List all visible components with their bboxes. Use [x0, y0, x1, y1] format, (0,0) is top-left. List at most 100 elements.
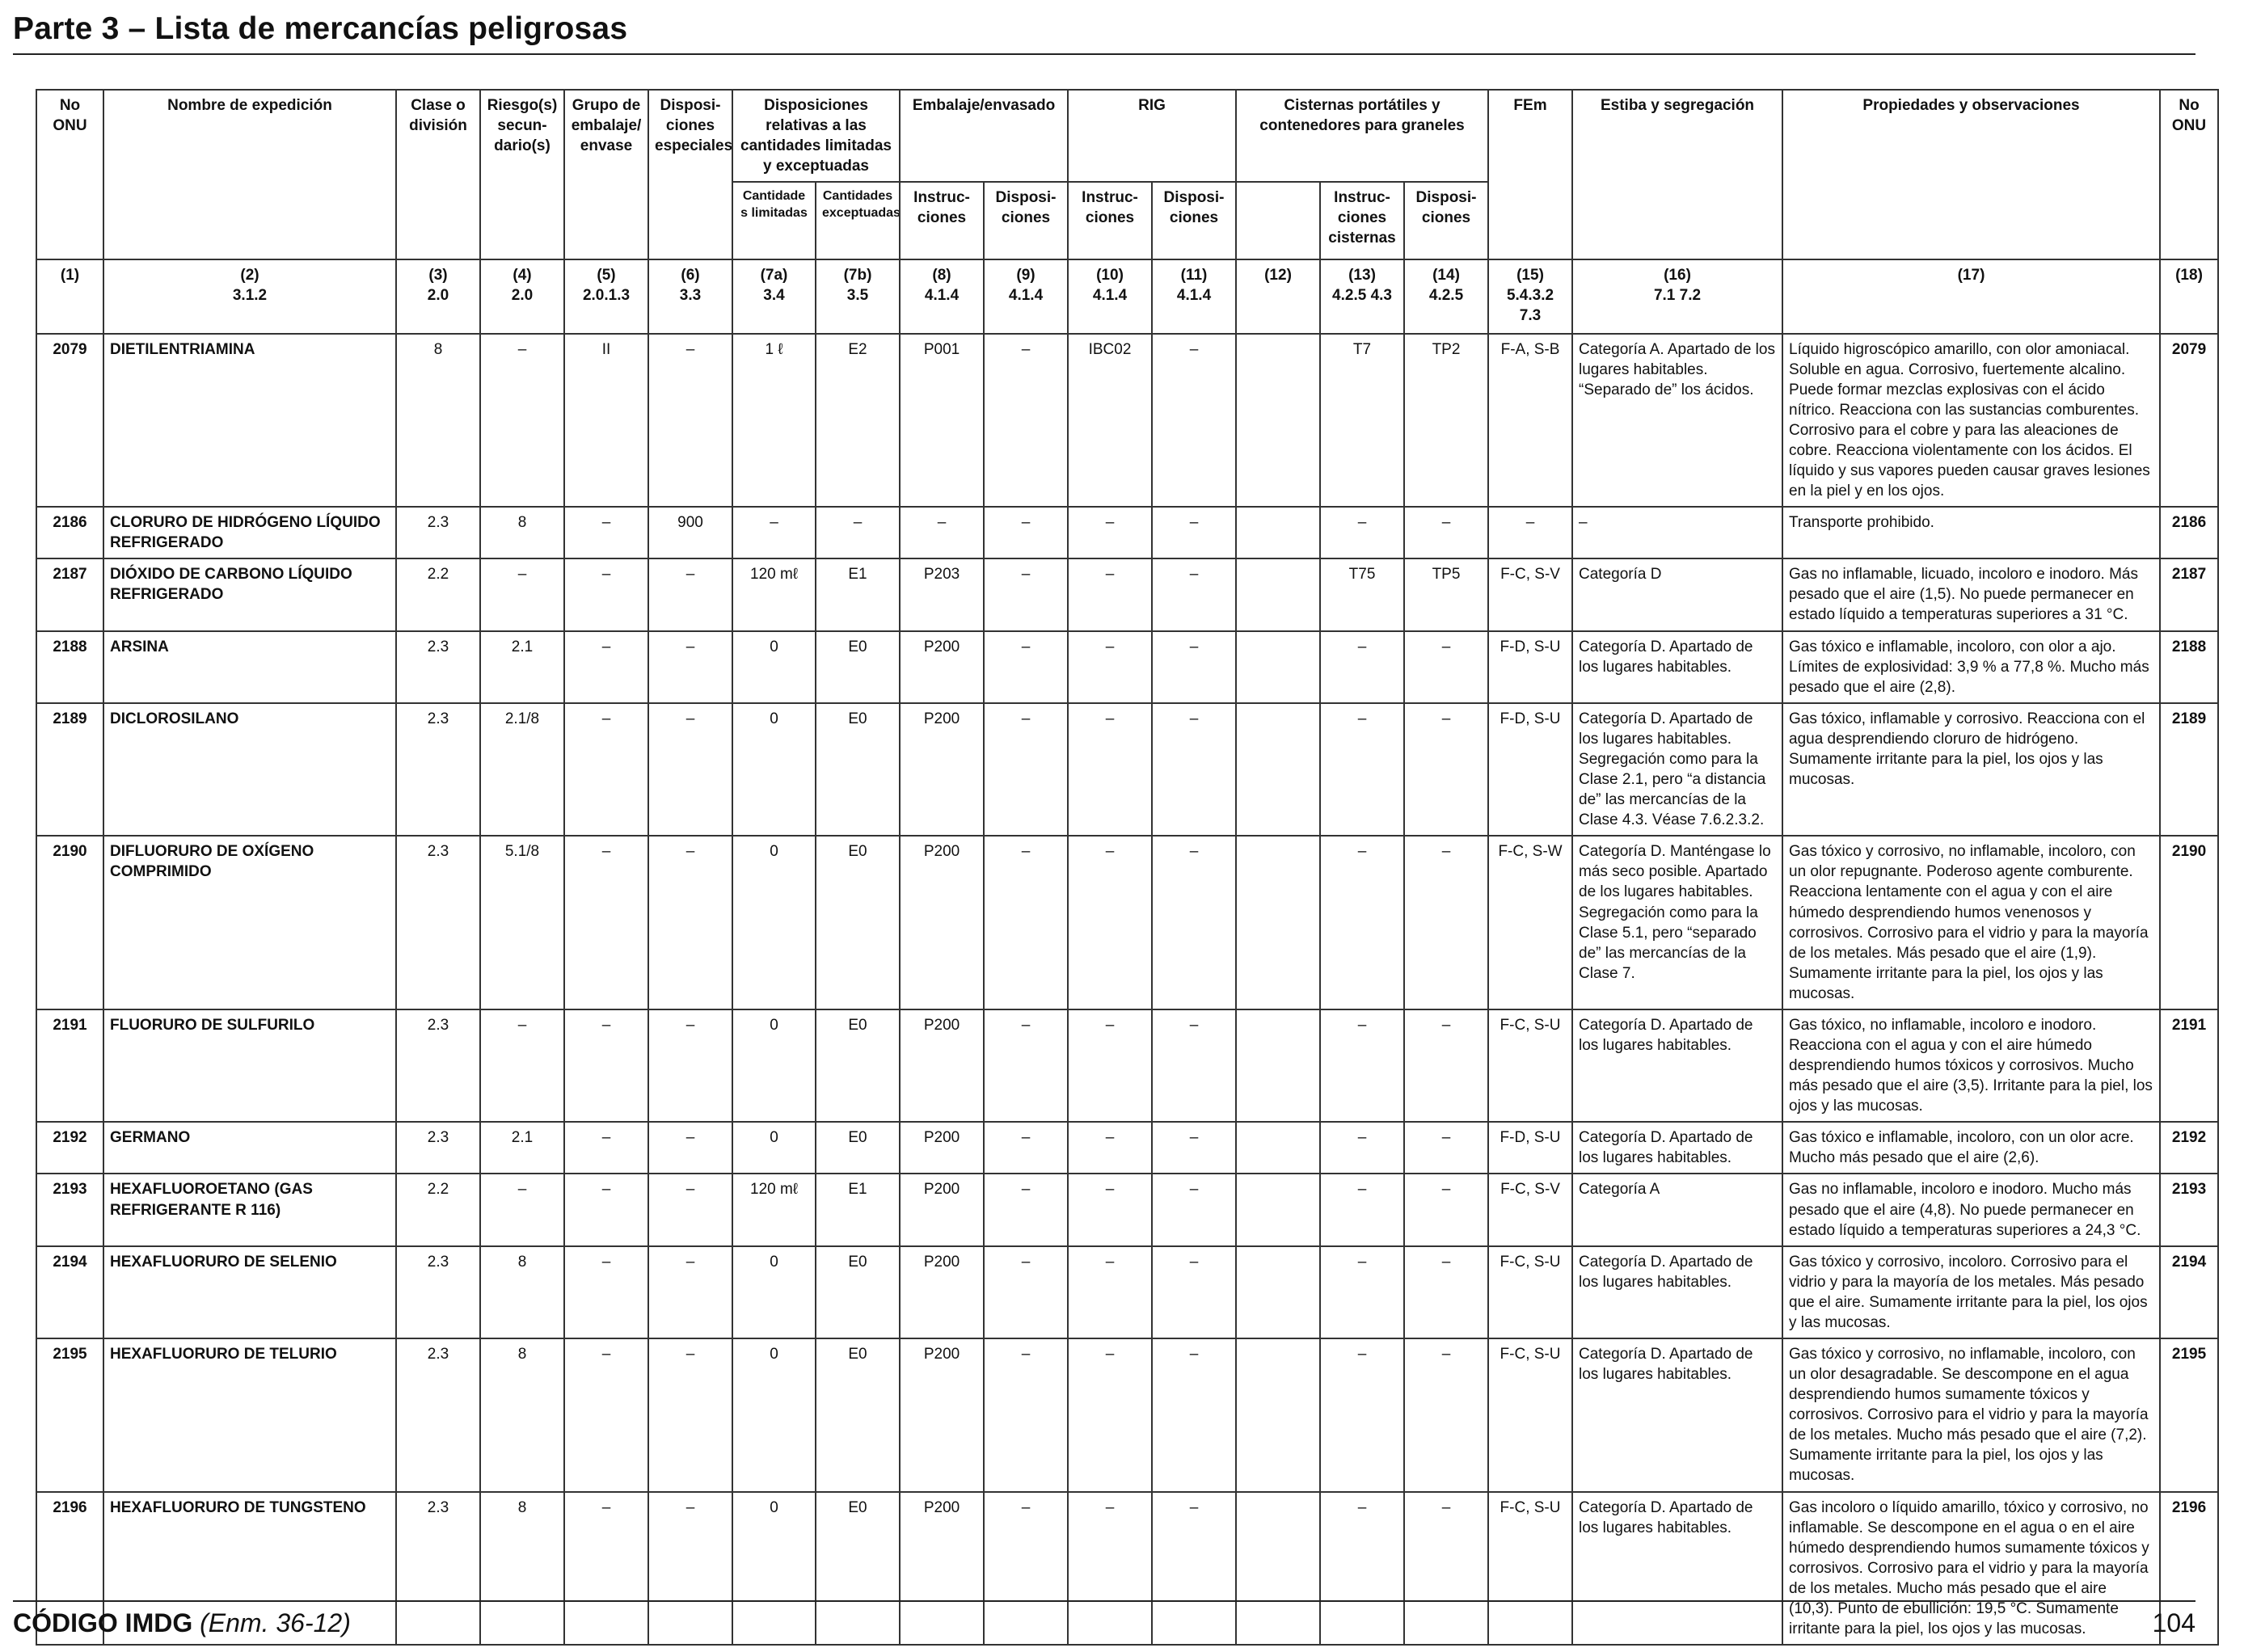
special-provisions-cell: –	[647, 1121, 733, 1175]
column-number: (16)	[1664, 267, 1691, 284]
limited-quantity-cell: 0	[732, 1245, 816, 1339]
tank-provision-cell: TP5	[1403, 558, 1490, 632]
ibc-instruction-cell: –	[1067, 1173, 1154, 1247]
ibc-instruction-cell: IBC02	[1067, 332, 1154, 508]
footer-amendment: (Enm. 36-12)	[200, 1608, 351, 1637]
packing-provision-cell: –	[983, 332, 1069, 508]
limited-quantity-cell: 120 mℓ	[732, 558, 816, 632]
packing-instruction-cell: P200	[899, 1121, 985, 1175]
shipping-name-cell: DIETILENTRIAMINA	[103, 332, 397, 508]
excepted-quantity-cell: E0	[814, 835, 901, 1010]
onu-number-cell: 2186	[36, 506, 104, 560]
tank-instruction-cell: –	[1319, 835, 1406, 1010]
ibc-instruction-cell: –	[1067, 1245, 1154, 1339]
header-disposiciones-relativas: Disposiciones relativas a las cantidades…	[731, 88, 901, 183]
tank-instruction-cell: –	[1319, 702, 1406, 837]
tank-provision-cell: –	[1403, 1245, 1490, 1339]
column-reference: 4.1.4	[1092, 287, 1128, 305]
packing-group-cell: –	[563, 630, 649, 704]
limited-quantity-cell: 0	[732, 1490, 816, 1646]
class-cell: 2.3	[395, 1008, 481, 1123]
header-no-onu: No ONU	[36, 88, 104, 261]
class-cell: 2.3	[395, 630, 481, 704]
limited-quantity-cell: 0	[732, 702, 816, 837]
properties-observations-cell: Gas no inflamable, incoloro e inodoro. M…	[1782, 1173, 2162, 1247]
shipping-name-cell: HEXAFLUORURO DE TUNGSTENO	[103, 1490, 397, 1646]
column-number-cell: (14) 4.2.5	[1403, 259, 1490, 335]
packing-instruction-cell: P203	[899, 558, 985, 632]
stowage-segregation-cell: Categoría D. Apartado de los lugares hab…	[1571, 630, 1784, 704]
packing-instruction-cell: P200	[899, 1245, 985, 1339]
packing-instruction-cell: P200	[899, 835, 985, 1010]
onu-number-right-cell: 2191	[2159, 1008, 2220, 1123]
packing-instruction-cell: P200	[899, 1490, 985, 1646]
column-number-cell: (4) 2.0	[479, 259, 565, 335]
shipping-name-cell: FLUORURO DE SULFURILO	[103, 1008, 397, 1123]
column-number: (7a)	[760, 267, 788, 284]
stowage-segregation-cell: Categoría D. Apartado de los lugares hab…	[1571, 1245, 1784, 1339]
dangerous-goods-table-wrapper: No ONU Nombre de expedición Clase o divi…	[36, 88, 2220, 1646]
onu-number-right-cell: 2186	[2159, 506, 2220, 560]
excepted-quantity-cell: E0	[814, 1121, 901, 1175]
ems-cell: F-C, S-U	[1487, 1245, 1574, 1339]
special-provisions-cell: 900	[647, 506, 733, 560]
tank-instruction-cell: –	[1319, 1337, 1406, 1493]
column-number: (3)	[428, 267, 448, 284]
column-12-cell	[1235, 1173, 1322, 1247]
packing-group-cell: –	[563, 558, 649, 632]
special-provisions-cell: –	[647, 332, 733, 508]
ems-cell: F-C, S-U	[1487, 1008, 1574, 1123]
packing-provision-cell: –	[983, 1173, 1069, 1247]
ems-cell: F-C, S-V	[1487, 1173, 1574, 1247]
packing-provision-cell: –	[983, 835, 1069, 1010]
header-cisternas-blank	[1235, 181, 1322, 261]
onu-number-cell: 2079	[36, 332, 104, 508]
excepted-quantity-cell: E0	[814, 1245, 901, 1339]
properties-observations-cell: Gas tóxico, inflamable y corrosivo. Reac…	[1782, 702, 2162, 837]
ibc-instruction-cell: –	[1067, 835, 1154, 1010]
ibc-provision-cell: –	[1151, 702, 1238, 837]
ibc-instruction-cell: –	[1067, 1490, 1154, 1646]
column-number-cell: (6) 3.3	[647, 259, 733, 335]
column-reference: 7.1 7.2	[1653, 287, 1702, 305]
column-number: (18)	[2175, 267, 2203, 284]
excepted-quantity-cell: E0	[814, 630, 901, 704]
class-cell: 8	[395, 332, 481, 508]
page-title: Parte 3 – Lista de mercancías peligrosas	[13, 11, 628, 46]
column-number-cell: (16) 7.1 7.2	[1571, 259, 1784, 335]
column-number: (15)	[1516, 267, 1544, 284]
class-cell: 2.3	[395, 1245, 481, 1339]
properties-observations-cell: Gas no inflamable, licuado, incoloro e i…	[1782, 558, 2162, 632]
column-number-cell: (11) 4.1.4	[1151, 259, 1238, 335]
packing-instruction-cell: P200	[899, 630, 985, 704]
table-body: 2079 DIETILENTRIAMINA 8– II –1 ℓ E2 P001– IBC02…	[36, 332, 2220, 1646]
tank-provision-cell: TP2	[1403, 332, 1490, 508]
excepted-quantity-cell: E0	[814, 1490, 901, 1646]
column-number: (9)	[1016, 267, 1036, 284]
packing-group-cell: –	[563, 1173, 649, 1247]
column-reference: 4.1.4	[924, 287, 960, 305]
stowage-segregation-cell: Categoría D	[1571, 558, 1784, 632]
footer-code: CÓDIGO IMDG	[13, 1608, 193, 1637]
packing-provision-cell: –	[983, 630, 1069, 704]
table-row: 2190 DIFLUORURO DE OXÍGENO COMPRIMIDO 2.3 5…	[36, 835, 2220, 1010]
column-reference: 4.2.5	[1428, 287, 1464, 305]
class-cell: 2.3	[395, 1337, 481, 1493]
header-instrucciones-embalaje: Instruc-ciones	[899, 181, 985, 261]
onu-number-cell: 2194	[36, 1245, 104, 1339]
header-fem: FEm	[1487, 88, 1574, 261]
table-row: 2079 DIETILENTRIAMINA 8– II –1 ℓ E2 P001– IBC02…	[36, 332, 2220, 508]
packing-provision-cell: –	[983, 506, 1069, 560]
limited-quantity-cell: –	[732, 506, 816, 560]
column-number-cell: (12)	[1235, 259, 1322, 335]
limited-quantity-cell: 0	[732, 1121, 816, 1175]
ibc-instruction-cell: –	[1067, 702, 1154, 837]
tank-instruction-cell: –	[1319, 506, 1406, 560]
column-12-cell	[1235, 332, 1322, 508]
limited-quantity-cell: 0	[732, 1008, 816, 1123]
onu-number-right-cell: 2194	[2159, 1245, 2220, 1339]
properties-observations-cell: Líquido higroscópico amarillo, con olor …	[1782, 332, 2162, 508]
column-reference: 4.1.4	[1176, 287, 1212, 305]
tank-instruction-cell: T7	[1319, 332, 1406, 508]
onu-number-cell: 2193	[36, 1173, 104, 1247]
